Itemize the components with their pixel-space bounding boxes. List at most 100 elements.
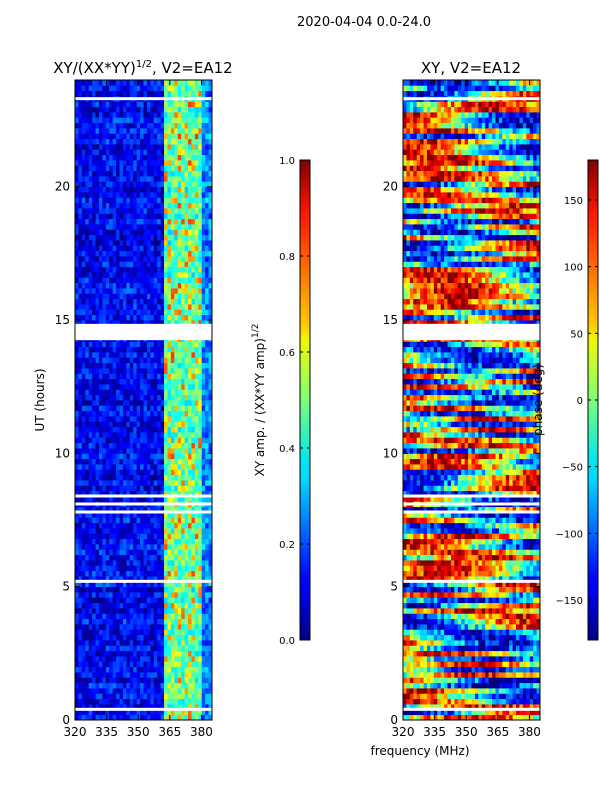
amplitude-heatmap-cell xyxy=(98,245,103,252)
amplitude-heatmap-cell xyxy=(112,714,117,720)
amplitude-heatmap-cell xyxy=(75,634,79,641)
amplitude-heatmap-cell xyxy=(150,261,155,268)
amplitude-heatmap-cell xyxy=(75,165,79,172)
amplitude-heatmap-cell xyxy=(85,693,90,700)
amplitude-heatmap-cell xyxy=(160,512,165,518)
amplitude-heatmap-cell xyxy=(194,597,199,604)
amplitude-heatmap-cell xyxy=(170,181,175,188)
amplitude-heatmap-cell xyxy=(198,426,203,433)
amplitude-heatmap-cell xyxy=(122,192,127,198)
amplitude-heatmap-cell xyxy=(92,528,96,534)
phase-heatmap-cell xyxy=(403,709,407,716)
amplitude-heatmap-cell xyxy=(122,640,127,646)
amplitude-heatmap-cell xyxy=(116,432,120,438)
amplitude-heatmap-cell xyxy=(133,261,138,268)
amplitude-heatmap-cell xyxy=(198,672,203,678)
amplitude-heatmap-cell xyxy=(116,314,120,321)
amplitude-heatmap-cell xyxy=(95,261,100,268)
amplitude-heatmap-cell xyxy=(198,384,203,390)
amplitude-heatmap-cell xyxy=(201,714,206,720)
amplitude-heatmap-cell xyxy=(92,400,96,406)
amplitude-heatmap-cell xyxy=(102,672,107,678)
amplitude-heatmap-cell xyxy=(177,522,182,529)
amplitude-heatmap-cell xyxy=(164,592,168,598)
amplitude-heatmap-cell xyxy=(126,448,131,454)
amplitude-heatmap-cell xyxy=(146,144,151,150)
amplitude-heatmap-cell xyxy=(81,474,86,481)
amplitude-heatmap-cell xyxy=(174,677,179,684)
amplitude-heatmap-cell xyxy=(177,442,182,449)
amplitude-heatmap-cell xyxy=(164,464,168,470)
amplitude-heatmap-cell xyxy=(164,144,168,150)
amplitude-heatmap-cell xyxy=(191,400,196,406)
amplitude-heatmap-cell xyxy=(122,592,127,598)
amplitude-heatmap-cell xyxy=(129,581,134,588)
amplitude-heatmap-cell xyxy=(109,629,114,636)
amplitude-heatmap-cell xyxy=(208,645,212,652)
amplitude-heatmap-cell xyxy=(129,106,134,113)
amplitude-heatmap-cell xyxy=(174,538,179,545)
amplitude-heatmap-cell xyxy=(133,576,138,582)
amplitude-heatmap-cell xyxy=(85,352,90,358)
amplitude-heatmap-cell xyxy=(208,309,212,316)
amplitude-heatmap-cell xyxy=(136,309,141,316)
amplitude-heatmap-cell xyxy=(81,704,86,710)
amplitude-heatmap-cell xyxy=(157,629,162,636)
amplitude-heatmap-cell xyxy=(140,522,144,529)
amplitude-heatmap-cell xyxy=(143,362,148,369)
amplitude-heatmap-cell xyxy=(170,341,175,348)
amplitude-heatmap-cell xyxy=(146,165,151,172)
amplitude-heatmap-cell xyxy=(129,522,134,529)
amplitude-heatmap-cell xyxy=(191,656,196,662)
amplitude-heatmap-cell xyxy=(129,298,134,305)
amplitude-heatmap-cell xyxy=(92,597,96,604)
amplitude-heatmap-cell xyxy=(133,144,138,150)
amplitude-heatmap-cell xyxy=(174,314,179,321)
amplitude-heatmap-cell xyxy=(160,389,165,396)
amplitude-heatmap-cell xyxy=(191,405,196,412)
amplitude-heatmap-cell xyxy=(194,314,199,321)
amplitude-heatmap-cell xyxy=(150,266,155,273)
amplitude-heatmap-cell xyxy=(78,389,83,396)
amplitude-heatmap-cell xyxy=(122,634,127,641)
amplitude-heatmap-cell xyxy=(170,442,175,449)
amplitude-heatmap-cell xyxy=(109,640,114,646)
amplitude-heatmap-cell xyxy=(160,576,165,582)
amplitude-heatmap-cell xyxy=(136,608,141,614)
amplitude-heatmap-cell xyxy=(208,362,212,369)
amplitude-heatmap-cell xyxy=(146,581,151,588)
amplitude-heatmap-cell xyxy=(150,314,155,321)
amplitude-heatmap-cell xyxy=(98,464,103,470)
amplitude-heatmap-cell xyxy=(164,341,168,348)
amplitude-heatmap-cell xyxy=(122,650,127,657)
amplitude-heatmap-cell xyxy=(191,554,196,561)
amplitude-heatmap-cell xyxy=(153,224,158,230)
amplitude-heatmap-cell xyxy=(205,133,209,140)
amplitude-heatmap-cell xyxy=(194,485,199,492)
amplitude-heatmap-cell xyxy=(81,624,86,630)
amplitude-data-gap xyxy=(75,323,212,327)
amplitude-heatmap-cell xyxy=(194,181,199,188)
amplitude-heatmap-cell xyxy=(102,480,107,486)
amplitude-heatmap-cell xyxy=(88,522,93,529)
amplitude-heatmap-cell xyxy=(167,656,172,662)
amplitude-heatmap-cell xyxy=(201,85,206,92)
phase-heatmap-cell xyxy=(512,714,517,720)
amplitude-heatmap-cell xyxy=(98,154,103,161)
amplitude-heatmap-cell xyxy=(191,645,196,652)
amplitude-heatmap-cell xyxy=(109,704,114,710)
amplitude-heatmap-cell xyxy=(102,421,107,428)
amplitude-heatmap-cell xyxy=(167,661,172,668)
amplitude-heatmap-cell xyxy=(102,469,107,476)
amplitude-heatmap-cell xyxy=(85,432,90,438)
amplitude-heatmap-cell xyxy=(140,320,144,326)
amplitude-heatmap-cell xyxy=(136,464,141,470)
amplitude-heatmap-cell xyxy=(98,570,103,577)
amplitude-heatmap-cell xyxy=(105,496,110,502)
amplitude-heatmap-cell xyxy=(81,288,86,294)
amplitude-heatmap-cell xyxy=(157,656,162,662)
amplitude-heatmap-cell xyxy=(122,554,127,561)
amplitude-heatmap-cell xyxy=(181,144,185,150)
amplitude-heatmap-cell xyxy=(181,666,185,673)
amplitude-heatmap-cell xyxy=(164,160,168,166)
